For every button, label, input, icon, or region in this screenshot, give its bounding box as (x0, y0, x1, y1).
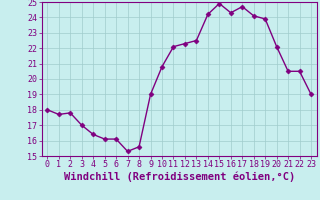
X-axis label: Windchill (Refroidissement éolien,°C): Windchill (Refroidissement éolien,°C) (64, 172, 295, 182)
